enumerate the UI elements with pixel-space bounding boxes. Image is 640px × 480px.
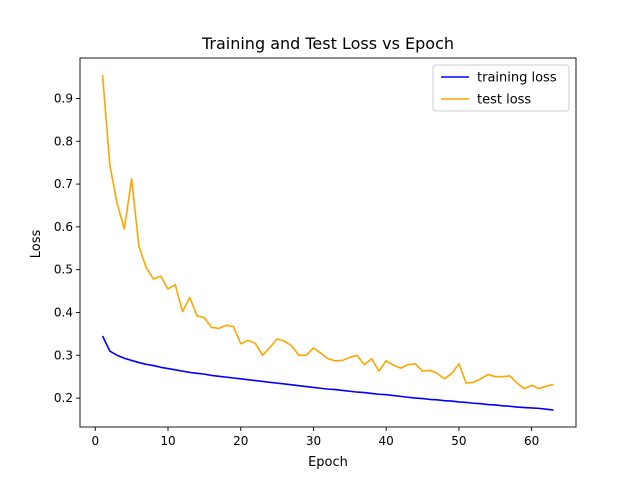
chart-title: Training and Test Loss vs Epoch bbox=[201, 34, 454, 53]
y-tick-label: 0.5 bbox=[54, 263, 73, 277]
y-tick-label: 0.6 bbox=[54, 220, 73, 234]
series-line-training-loss bbox=[101, 335, 554, 411]
y-tick-label: 0.9 bbox=[54, 91, 73, 105]
y-tick-label: 0.4 bbox=[54, 305, 73, 319]
y-tick-label: 0.8 bbox=[54, 134, 73, 148]
y-tick-label: 0.2 bbox=[54, 391, 73, 405]
x-tick-label: 0 bbox=[91, 434, 99, 448]
x-tick-label: 40 bbox=[379, 434, 394, 448]
legend-label-test-loss: test loss bbox=[477, 93, 531, 108]
x-tick-label: 10 bbox=[160, 434, 175, 448]
legend-label-training-loss: training loss bbox=[477, 71, 557, 86]
axes-frame bbox=[79, 57, 577, 428]
x-tick-label: 30 bbox=[306, 434, 321, 448]
y-axis-label: Loss bbox=[29, 230, 44, 259]
x-tick-label: 50 bbox=[451, 434, 466, 448]
y-tick-label: 0.3 bbox=[54, 348, 73, 362]
plot-area: 0 10 20 30 40 50 60 0.2 0.3 0.4 0.5 0.6 0.7 0.8 0.9 tra… bbox=[54, 57, 577, 448]
series-line-test-loss bbox=[101, 74, 554, 390]
x-axis-label: Epoch bbox=[308, 455, 348, 470]
y-tick-label: 0.7 bbox=[54, 177, 73, 191]
x-tick-label: 60 bbox=[524, 434, 539, 448]
x-tick-label: 20 bbox=[233, 434, 248, 448]
